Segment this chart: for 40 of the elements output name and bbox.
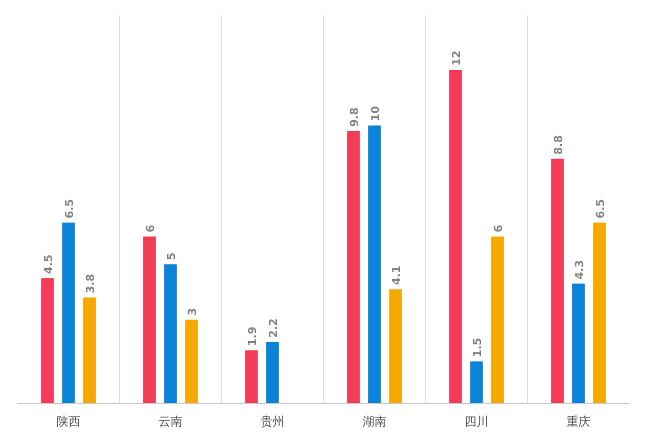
data-label: 10 [369, 106, 382, 122]
x-tick-label: 陕西 [56, 414, 80, 428]
x-tick-label: 云南 [158, 414, 182, 428]
bar [41, 278, 54, 404]
bar [266, 342, 279, 404]
bar [62, 222, 75, 404]
data-label: 1.9 [246, 326, 259, 346]
data-label: 6.5 [63, 198, 76, 218]
bar [83, 298, 96, 404]
bar [185, 320, 198, 404]
bar [143, 236, 156, 404]
data-label: 3 [186, 308, 200, 316]
data-label: 6.5 [594, 198, 608, 218]
bar [449, 70, 462, 404]
bar [164, 264, 177, 404]
x-tick-label: 重庆 [566, 414, 590, 428]
bar [245, 350, 258, 404]
data-label: 3.8 [84, 274, 98, 294]
x-tick-label: 四川 [464, 414, 488, 428]
data-label: 8.8 [552, 135, 565, 155]
data-label: 4.3 [573, 260, 586, 280]
data-label: 2.2 [267, 318, 280, 338]
data-label: 9.8 [348, 107, 361, 127]
data-label: 1.5 [471, 338, 484, 358]
data-label: 5 [165, 252, 178, 260]
bar [572, 284, 585, 404]
x-tick-label: 贵州 [260, 414, 284, 428]
data-label: 4.1 [390, 266, 404, 286]
data-label: 12 [450, 50, 463, 66]
bar [551, 158, 564, 404]
bar [491, 236, 504, 404]
bar [368, 125, 381, 404]
x-tick-label: 湖南 [362, 414, 386, 428]
bar [470, 361, 483, 404]
bar [347, 131, 360, 404]
bar [389, 289, 402, 404]
data-label: 6 [144, 224, 157, 232]
data-label: 4.5 [42, 254, 55, 274]
data-label: 6 [492, 224, 506, 232]
bar [593, 222, 606, 404]
